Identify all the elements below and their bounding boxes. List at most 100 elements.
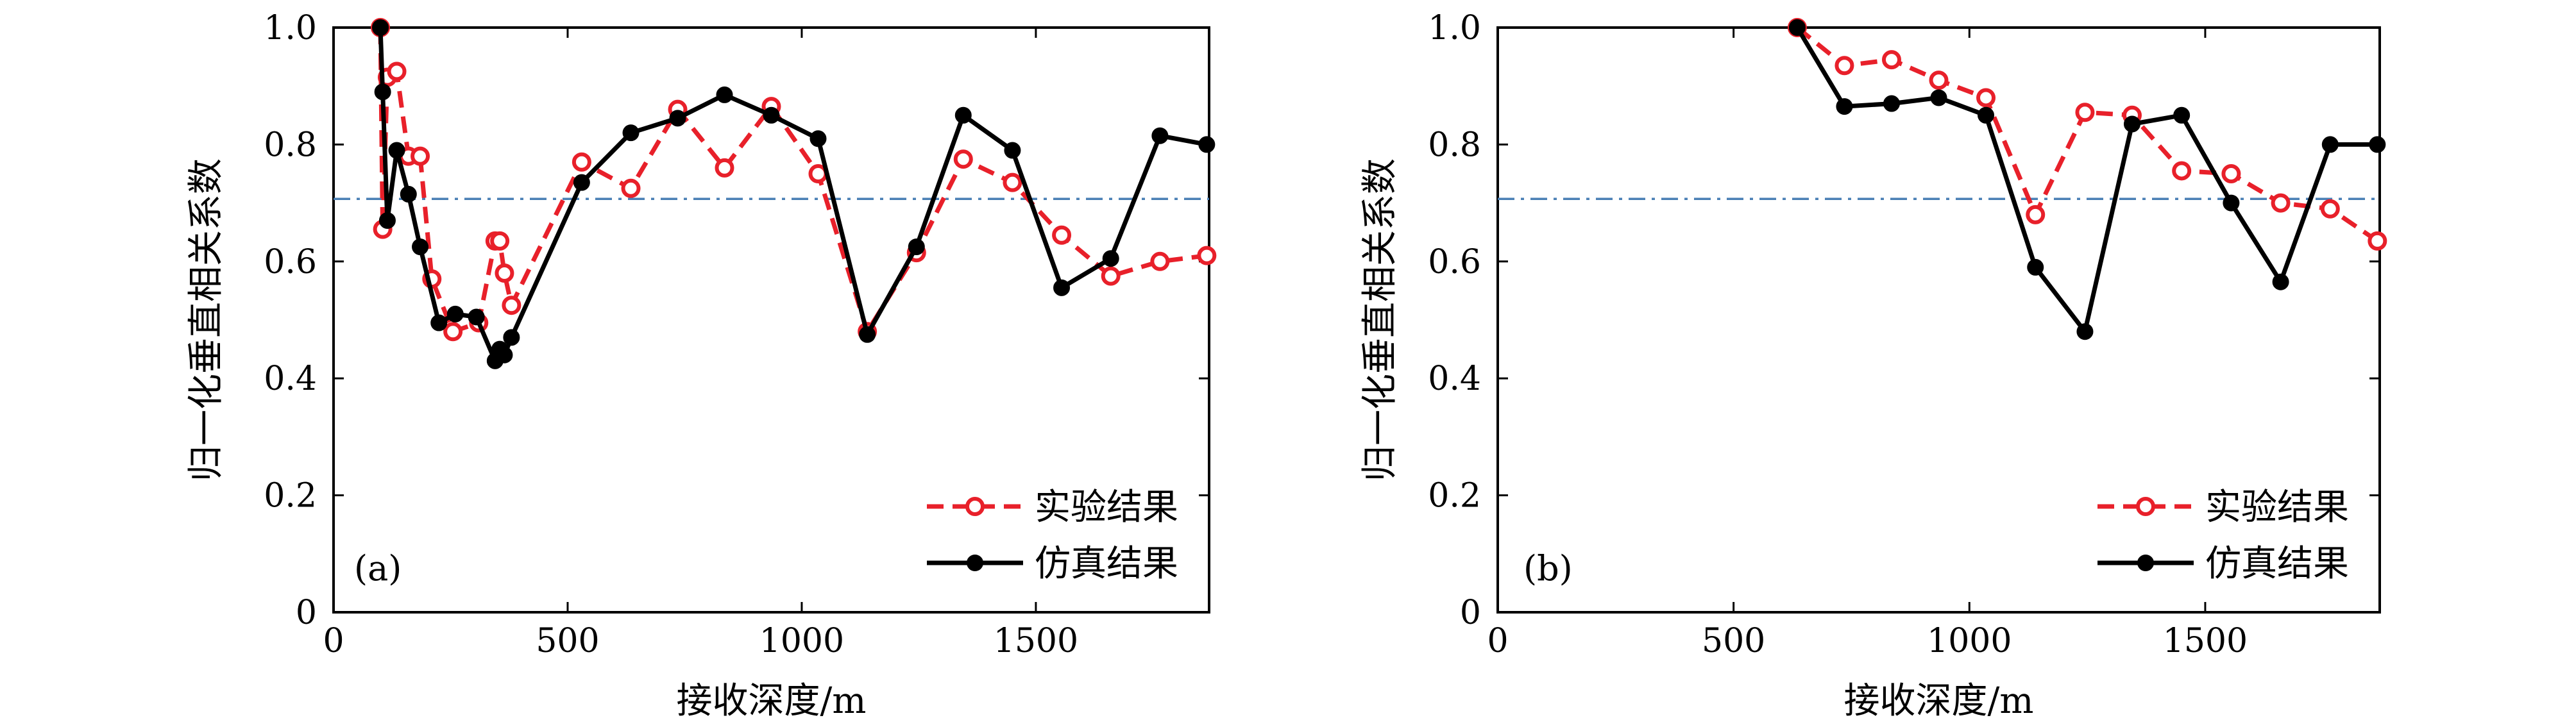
data-point-simulation <box>371 19 389 36</box>
data-point-experiment <box>411 146 430 166</box>
data-point-simulation <box>1151 127 1169 144</box>
y-tick-label: 0.4 <box>1428 360 1481 398</box>
data-point-simulation <box>378 212 396 229</box>
legend-marker <box>967 555 983 571</box>
data-point-experiment <box>495 263 514 283</box>
data-point-experiment <box>1101 266 1121 286</box>
y-tick-label: 0.4 <box>264 360 317 398</box>
data-point-simulation <box>859 326 876 343</box>
x-tick-label: 1500 <box>2163 622 2248 660</box>
data-point-simulation <box>809 130 827 147</box>
data-point-simulation <box>388 142 405 159</box>
data-point-experiment <box>2320 199 2340 219</box>
data-point-simulation <box>954 106 972 124</box>
data-point-simulation <box>716 86 733 103</box>
data-point-experiment <box>1835 56 1854 76</box>
data-point-simulation <box>1102 250 1119 267</box>
data-point-simulation <box>496 346 513 364</box>
data-point-experiment <box>1003 172 1022 192</box>
data-point-simulation <box>468 308 485 326</box>
y-tick-label: 0.6 <box>264 243 317 281</box>
data-point-simulation <box>1788 19 1806 36</box>
plot-frame <box>332 26 1210 614</box>
data-point-simulation <box>2123 115 2140 133</box>
legend-label: 仿真结果 <box>2205 543 2349 585</box>
x-tick-label: 1000 <box>759 622 844 660</box>
y-axis-label: 归一化垂直相关系数 <box>185 158 227 481</box>
data-point-simulation <box>1053 279 1071 296</box>
data-point-experiment <box>2368 231 2387 251</box>
data-point-simulation <box>1930 89 1947 106</box>
y-tick-label: 0.2 <box>1428 477 1481 515</box>
data-point-experiment <box>1052 225 1072 245</box>
data-point-simulation <box>763 106 780 124</box>
x-tick-label: 500 <box>536 622 599 660</box>
y-tick-label: 0.6 <box>1428 243 1481 281</box>
y-tick-label: 0.8 <box>1428 126 1481 164</box>
data-point-experiment <box>1929 71 1949 90</box>
data-point-experiment <box>1150 251 1170 271</box>
legend-label: 实验结果 <box>1035 487 1178 528</box>
x-tick-label: 1000 <box>1927 622 2012 660</box>
y-tick-label: 0 <box>296 594 317 632</box>
data-point-experiment <box>621 178 641 198</box>
data-point-simulation <box>2369 136 2386 153</box>
data-point-simulation <box>1198 136 1216 153</box>
data-point-simulation <box>400 185 417 203</box>
data-point-experiment <box>1976 88 1996 108</box>
data-point-simulation <box>1978 106 1995 124</box>
data-point-simulation <box>430 314 448 331</box>
data-point-simulation <box>446 305 464 322</box>
legend-marker <box>2136 497 2155 516</box>
data-point-simulation <box>412 238 429 255</box>
data-point-experiment <box>2075 103 2095 122</box>
y-tick-label: 0.8 <box>264 126 317 164</box>
data-point-experiment <box>572 152 591 172</box>
chart-panel-a: 0 500 1000 1500 0 0.2 0.4 0.6 0.8 1.0 接收深度/m 归一化垂直相… <box>185 9 1217 722</box>
legend-marker <box>965 497 985 516</box>
data-point-experiment <box>1197 246 1217 265</box>
data-point-experiment <box>2221 164 2241 183</box>
x-tick-label: 0 <box>323 622 344 660</box>
data-point-simulation <box>2272 273 2289 290</box>
y-axis-label: 归一化垂直相关系数 <box>1359 158 1401 481</box>
data-point-simulation <box>2173 106 2190 124</box>
data-point-experiment <box>490 231 510 251</box>
legend-label: 仿真结果 <box>1035 543 1178 585</box>
data-point-simulation <box>2027 258 2044 276</box>
x-axis-label: 接收深度/m <box>677 680 867 722</box>
data-point-experiment <box>2026 205 2046 224</box>
data-point-simulation <box>503 329 520 346</box>
x-tick-label: 0 <box>1487 622 1508 660</box>
data-point-simulation <box>2321 136 2339 153</box>
legend-label: 实验结果 <box>2205 487 2349 528</box>
x-tick-label: 1500 <box>994 622 1078 660</box>
data-point-experiment <box>502 296 521 315</box>
series-line-experiment <box>378 27 1207 334</box>
data-point-experiment <box>387 62 407 81</box>
series-line-simulation <box>1795 26 2378 334</box>
data-point-simulation <box>1883 95 1900 112</box>
data-point-experiment <box>953 149 973 169</box>
data-point-experiment <box>2172 161 2192 181</box>
chart-panel-b: 0 500 1000 1500 0 0.2 0.4 0.6 0.8 1.0 接收深度/m 归一化垂直相… <box>1359 9 2387 722</box>
data-point-simulation <box>374 83 391 101</box>
plot-frame <box>1496 26 2381 614</box>
data-point-experiment <box>1881 50 1901 70</box>
data-point-simulation <box>2223 194 2240 212</box>
data-point-experiment <box>2271 193 2291 213</box>
panel-label: (b) <box>1523 548 1573 589</box>
y-tick-label: 0.2 <box>264 477 317 515</box>
data-point-simulation <box>908 238 925 255</box>
data-point-simulation <box>2076 323 2094 340</box>
data-point-simulation <box>1836 98 1853 115</box>
data-point-simulation <box>622 124 640 142</box>
data-point-experiment <box>715 158 734 178</box>
data-point-simulation <box>669 110 686 127</box>
x-tick-label: 500 <box>1702 622 1765 660</box>
data-point-experiment <box>443 322 463 342</box>
y-tick-label: 1.0 <box>1428 9 1481 47</box>
x-axis-label: 接收深度/m <box>1844 680 2034 722</box>
data-point-simulation <box>573 174 590 191</box>
